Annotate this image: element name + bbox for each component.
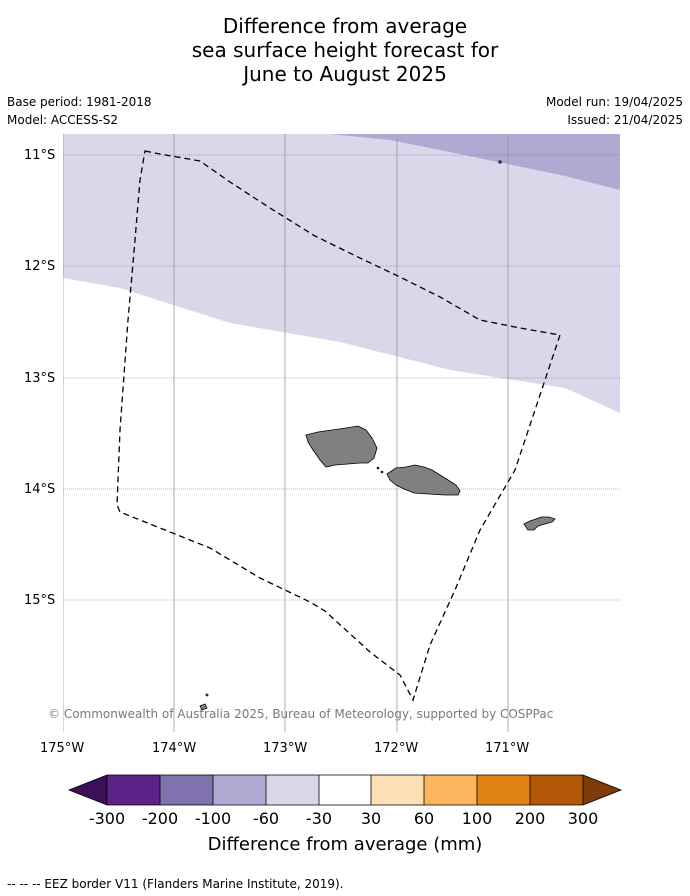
colorbar-tick-label: -30 xyxy=(305,809,333,828)
colorbar-dividers xyxy=(106,775,584,805)
colorbar-segment-30-60 xyxy=(371,775,424,805)
eez-legend: -- -- -- EEZ border V11 (Flanders Marine… xyxy=(7,877,344,891)
islet-manono xyxy=(376,466,380,470)
colorbar-title: Difference from average (mm) xyxy=(207,834,483,855)
colorbar-tick-label: 100 xyxy=(461,809,493,828)
colorbar-segment-minus300-minus200 xyxy=(107,775,160,805)
anomaly-band-minus30-to-minus60 xyxy=(63,134,620,413)
colorbar-under-arrow xyxy=(69,775,107,805)
copyright-notice: © Commonwealth of Australia 2025, Bureau… xyxy=(48,707,554,721)
colorbar-tick-label: -200 xyxy=(141,809,179,828)
colorbar-tick-label: 300 xyxy=(567,809,599,828)
title-line-2: sea surface height forecast for xyxy=(191,38,499,62)
colorbar-segment-minus30-30 xyxy=(319,775,371,805)
colorbar-segment-minus100-minus60 xyxy=(213,775,266,805)
lon-label-174w: 174°W xyxy=(152,741,197,756)
colorbar-tick-label: -100 xyxy=(194,809,232,828)
colorbar-segment-200-300 xyxy=(530,775,583,805)
land xyxy=(199,160,556,711)
colorbar-segment-minus60-minus30 xyxy=(266,775,319,805)
issued-date: Issued: 21/04/2025 xyxy=(567,113,683,127)
colorbar-tick-label: -300 xyxy=(88,809,126,828)
colorbar xyxy=(67,774,623,806)
colorbar-segment-minus200-minus100 xyxy=(160,775,213,805)
lat-label-12s: 12°S xyxy=(24,259,56,274)
colorbar-tick-label: 30 xyxy=(360,809,382,828)
colorbar-tick-label: 60 xyxy=(413,809,435,828)
lon-label-175w: 175°W xyxy=(40,741,85,756)
islet-swains-north xyxy=(205,693,209,697)
colorbar-tick-label: 200 xyxy=(514,809,546,828)
island-savaii xyxy=(305,425,378,468)
colorbar-over-arrow xyxy=(583,775,621,805)
chart-title: Difference from average sea surface heig… xyxy=(0,14,690,86)
lon-label-172w: 172°W xyxy=(374,741,419,756)
island-upolu xyxy=(386,464,461,496)
lon-label-171w: 171°W xyxy=(485,741,530,756)
map-area xyxy=(63,134,620,732)
island-swains xyxy=(199,703,208,711)
title-line-3: June to August 2025 xyxy=(243,62,447,86)
lat-label-13s: 13°S xyxy=(24,371,56,386)
colorbar-segment-60-100 xyxy=(424,775,477,805)
base-period: Base period: 1981-2018 xyxy=(7,95,152,109)
lat-label-14s: 14°S xyxy=(24,482,56,497)
title-line-1: Difference from average xyxy=(222,14,468,38)
colorbar-segment-100-200 xyxy=(477,775,530,805)
island-tutuila xyxy=(523,516,556,531)
model-run-date: Model run: 19/04/2025 xyxy=(545,95,683,109)
colorbar-tick-label: -60 xyxy=(252,809,280,828)
eez-border xyxy=(116,150,561,702)
gridlines xyxy=(63,154,620,601)
lat-label-11s: 11°S xyxy=(24,148,56,163)
lon-label-173w: 173°W xyxy=(263,741,308,756)
model-name: Model: ACCESS-S2 xyxy=(7,113,119,127)
anomaly-band-minus60-to-minus100 xyxy=(330,134,620,190)
meridians xyxy=(63,134,509,732)
islet-north xyxy=(498,160,502,164)
lat-label-15s: 15°S xyxy=(24,593,56,608)
islet-apolima xyxy=(380,470,384,474)
